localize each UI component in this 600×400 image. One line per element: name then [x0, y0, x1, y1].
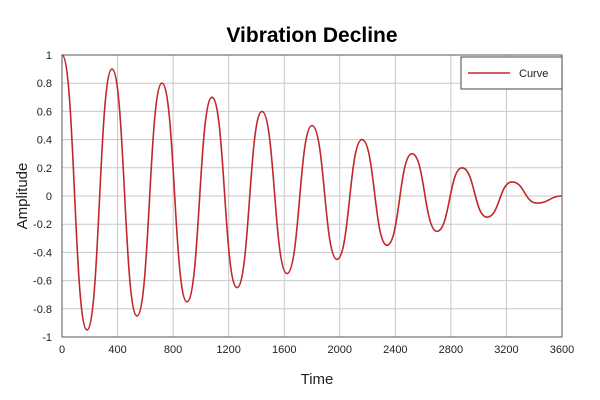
legend-label-curve: Curve [519, 68, 548, 80]
y-axis-label: Amplitude [14, 163, 31, 230]
y-tick-label: -0.4 [33, 247, 52, 259]
y-tick-label: 1 [46, 50, 52, 62]
x-tick-label: 1600 [272, 344, 296, 356]
x-tick-labels: 0 400 800 1200 1600 2000 2400 2800 3200 3600 [59, 344, 574, 356]
y-tick-label: -0.6 [33, 276, 52, 288]
x-tick-label: 0 [59, 344, 65, 356]
x-axis-label: Time [301, 371, 334, 388]
y-tick-label: -0.2 [33, 219, 52, 231]
y-tick-label: 0.6 [37, 106, 52, 118]
grid [61, 54, 563, 338]
x-tick-label: 2400 [383, 344, 407, 356]
y-tick-label: 0.4 [37, 135, 52, 147]
x-tick-label: 800 [164, 344, 182, 356]
y-tick-label: 0.8 [37, 78, 52, 90]
x-tick-label: 1200 [216, 344, 240, 356]
x-tick-label: 400 [108, 344, 126, 356]
y-tick-label: -0.8 [33, 304, 52, 316]
chart-title: Vibration Decline [226, 24, 397, 47]
x-tick-label: 2000 [328, 344, 352, 356]
y-tick-label: -1 [42, 332, 52, 344]
x-tick-label: 2800 [439, 344, 463, 356]
y-tick-label: 0.2 [37, 163, 52, 175]
series-line-curve [61, 54, 563, 331]
legend: Curve [460, 56, 563, 90]
y-tick-label: 0 [46, 191, 52, 203]
y-tick-labels: 1 0.8 0.6 0.4 0.2 0 -0.2 -0.4 -0.6 -0.8 -1 [33, 50, 52, 344]
x-tick-label: 3200 [494, 344, 518, 356]
x-tick-label: 3600 [550, 344, 574, 356]
